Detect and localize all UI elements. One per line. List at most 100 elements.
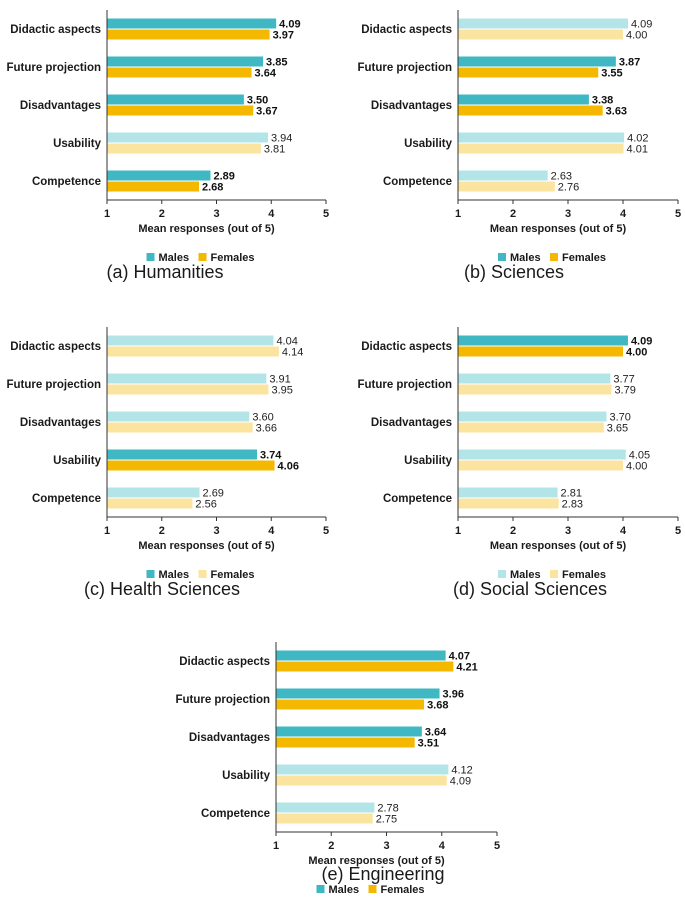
legend-females-label: Females xyxy=(211,252,255,264)
males-value-label: 4.02 xyxy=(627,133,648,145)
panel-caption: (d) Social Sciences xyxy=(453,579,607,599)
males-bar xyxy=(276,802,375,813)
males-bar xyxy=(107,411,250,422)
females-bar xyxy=(107,29,270,40)
x-axis-label: Mean responses (out of 5) xyxy=(490,223,627,235)
males-value-label: 3.85 xyxy=(266,57,287,69)
category-label: Competence xyxy=(383,176,452,188)
category-label: Usability xyxy=(53,138,102,150)
males-value-label: 4.05 xyxy=(629,450,650,462)
legend-females-label: Females xyxy=(211,569,255,581)
x-tick-label: 2 xyxy=(510,208,516,220)
males-value-label: 4.09 xyxy=(279,19,300,31)
females-bar xyxy=(107,67,252,78)
females-value-label: 3.64 xyxy=(255,68,277,80)
legend-males-swatch xyxy=(498,253,506,261)
males-bar xyxy=(458,56,616,67)
x-tick-label: 1 xyxy=(104,525,110,537)
males-bar xyxy=(107,132,268,143)
legend-females-label: Females xyxy=(562,252,606,264)
females-bar xyxy=(458,384,612,395)
females-bar xyxy=(276,775,447,786)
males-value-label: 4.09 xyxy=(631,336,652,348)
x-tick-label: 3 xyxy=(213,525,219,537)
category-label: Disadvantages xyxy=(189,732,270,744)
males-bar xyxy=(458,335,628,346)
males-bar xyxy=(107,487,200,498)
males-value-label: 2.81 xyxy=(561,488,582,500)
category-label: Future projection xyxy=(357,379,452,391)
females-bar xyxy=(107,346,279,357)
males-bar xyxy=(458,18,628,29)
x-tick-label: 4 xyxy=(620,525,627,537)
females-value-label: 4.00 xyxy=(626,347,647,359)
category-label: Disadvantages xyxy=(20,100,101,112)
x-tick-label: 2 xyxy=(159,525,165,537)
females-value-label: 2.75 xyxy=(376,814,397,826)
males-value-label: 3.50 xyxy=(247,95,268,107)
category-label: Future projection xyxy=(6,379,101,391)
males-value-label: 4.09 xyxy=(631,19,652,31)
females-value-label: 3.55 xyxy=(601,68,622,80)
x-tick-label: 4 xyxy=(439,840,446,852)
category-label: Didactic aspects xyxy=(361,24,452,36)
females-bar xyxy=(276,699,425,710)
category-label: Competence xyxy=(32,176,101,188)
legend-females-label: Females xyxy=(381,884,425,896)
females-bar xyxy=(276,661,454,672)
category-label: Didactic aspects xyxy=(10,341,101,353)
males-bar xyxy=(276,688,440,699)
males-bar xyxy=(107,335,274,346)
females-value-label: 3.68 xyxy=(427,700,448,712)
x-tick-label: 1 xyxy=(273,840,279,852)
panel-caption: (c) Health Sciences xyxy=(84,579,240,599)
females-value-label: 3.81 xyxy=(264,144,285,156)
females-value-label: 3.67 xyxy=(256,106,277,118)
males-value-label: 3.87 xyxy=(619,57,640,69)
category-label: Disadvantages xyxy=(20,417,101,429)
females-bar xyxy=(107,422,253,433)
males-value-label: 3.64 xyxy=(425,727,447,739)
females-value-label: 3.79 xyxy=(614,385,635,397)
panel-caption: (a) Humanities xyxy=(106,262,223,282)
category-label: Usability xyxy=(404,138,453,150)
females-bar xyxy=(458,498,559,509)
females-bar xyxy=(107,181,199,192)
males-value-label: 4.04 xyxy=(276,336,297,348)
males-bar xyxy=(276,764,449,775)
x-tick-label: 2 xyxy=(159,208,165,220)
females-bar xyxy=(458,143,624,154)
females-value-label: 4.09 xyxy=(450,776,471,788)
females-bar xyxy=(458,181,555,192)
legend-males-label: Males xyxy=(159,569,190,581)
category-label: Competence xyxy=(201,808,270,820)
females-bar xyxy=(107,143,261,154)
males-bar xyxy=(458,449,626,460)
x-tick-label: 3 xyxy=(565,525,571,537)
legend-males-label: Males xyxy=(510,252,541,264)
chart-panel-5: Didactic aspects 4.074.21 Future projectio… xyxy=(175,642,500,896)
category-label: Disadvantages xyxy=(371,100,452,112)
females-value-label: 2.56 xyxy=(195,499,216,511)
category-label: Future projection xyxy=(357,62,452,74)
females-value-label: 3.63 xyxy=(606,106,627,118)
males-bar xyxy=(107,18,277,29)
category-label: Disadvantages xyxy=(371,417,452,429)
x-tick-label: 3 xyxy=(213,208,219,220)
males-bar xyxy=(107,449,258,460)
females-bar xyxy=(458,422,604,433)
x-tick-label: 3 xyxy=(383,840,389,852)
x-tick-label: 4 xyxy=(268,208,275,220)
legend-males-swatch xyxy=(316,885,325,893)
x-tick-label: 5 xyxy=(323,208,329,220)
females-bar xyxy=(458,346,623,357)
legend-females-swatch xyxy=(550,253,558,261)
females-bar xyxy=(458,67,599,78)
chart-panel-1: Didactic aspects 4.093.97 Future projectio… xyxy=(6,10,329,282)
females-bar xyxy=(107,384,269,395)
x-tick-label: 5 xyxy=(675,525,681,537)
x-axis-label: Mean responses (out of 5) xyxy=(308,855,445,867)
females-bar xyxy=(458,105,603,116)
females-bar xyxy=(107,105,254,116)
category-label: Competence xyxy=(32,493,101,505)
